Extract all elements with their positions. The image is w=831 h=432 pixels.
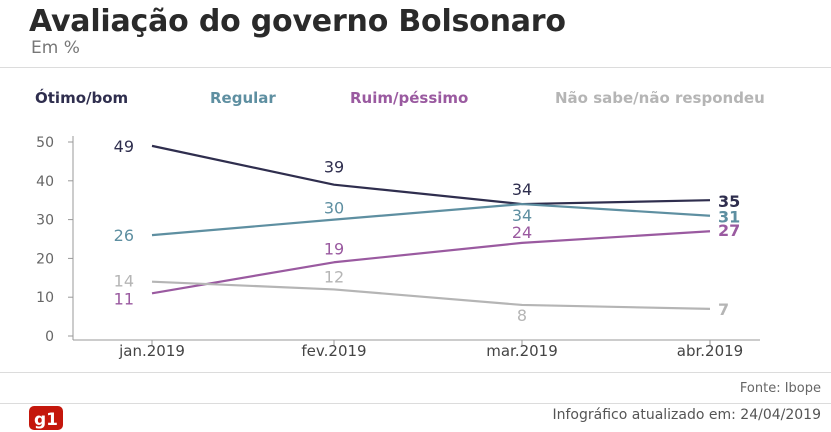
y-tick-label: 20 <box>36 251 54 267</box>
data-label: 19 <box>324 239 344 258</box>
data-label: 24 <box>512 223 532 242</box>
divider <box>0 67 831 68</box>
x-tick-label: jan.2019 <box>118 342 185 360</box>
data-label: 34 <box>512 180 532 199</box>
data-label: 14 <box>114 272 134 291</box>
y-tick-label: 0 <box>45 329 54 345</box>
series-line <box>151 230 711 295</box>
series-line <box>151 202 711 237</box>
legend-nao-sabe: Não sabe/não respondeu <box>555 89 765 107</box>
legend-ruim-pessimo: Ruim/péssimo <box>350 89 469 107</box>
data-label: 12 <box>324 267 344 286</box>
data-label: 11 <box>114 289 134 308</box>
divider <box>0 372 831 373</box>
y-tick-label: 30 <box>36 213 54 229</box>
data-label: 7 <box>718 300 729 319</box>
x-tick-label: mar.2019 <box>486 342 558 360</box>
data-label: 35 <box>718 192 740 211</box>
data-label: 49 <box>114 137 134 156</box>
data-label: 39 <box>324 158 344 177</box>
y-tick-label: 40 <box>36 174 54 190</box>
chart-title: Avaliação do governo Bolsonaro <box>29 4 566 39</box>
y-tick-label: 50 <box>36 135 54 151</box>
g1-logo: g1 <box>29 406 63 430</box>
data-label: 26 <box>114 226 134 245</box>
x-tick-label: abr.2019 <box>677 342 743 360</box>
series-line <box>151 144 711 206</box>
data-label: 31 <box>718 208 740 227</box>
y-tick-label: 10 <box>36 290 54 306</box>
series-line <box>151 280 711 310</box>
data-label: 34 <box>512 206 532 225</box>
legend-regular: Regular <box>210 89 276 107</box>
divider <box>0 403 831 404</box>
source-note: Fonte: Ibope <box>739 381 821 396</box>
x-tick-label: fev.2019 <box>301 342 366 360</box>
update-note: Infográfico atualizado em: 24/04/2019 <box>552 407 822 423</box>
svg-text:g1: g1 <box>34 410 58 430</box>
data-label: 27 <box>718 221 740 240</box>
legend-otimo-bom: Ótimo/bom <box>35 89 129 107</box>
chart-subtitle: Em % <box>31 38 80 58</box>
data-label: 30 <box>324 199 344 218</box>
data-label: 8 <box>517 306 527 325</box>
